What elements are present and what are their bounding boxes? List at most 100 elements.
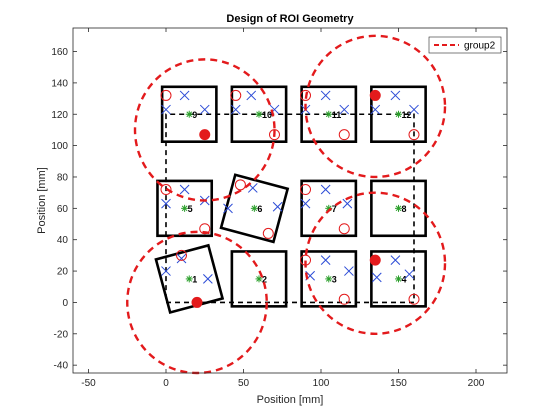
cross-stroke	[223, 203, 233, 214]
cross-marker	[404, 269, 415, 280]
roi-center-star	[185, 275, 193, 283]
roi-4: 4	[369, 250, 427, 308]
cross-stroke	[179, 184, 190, 195]
x-axis-label: Position [mm]	[257, 394, 324, 406]
y-tick-label: 60	[57, 204, 69, 215]
cross-marker	[371, 272, 382, 283]
roi-center-star	[395, 110, 402, 118]
star-stroke	[256, 276, 262, 282]
y-tick-label: 80	[57, 172, 69, 183]
cross-marker	[390, 255, 401, 265]
cross-marker	[342, 198, 353, 209]
hollow-circle-marker	[300, 89, 311, 101]
roi-box	[370, 250, 427, 308]
cross-stroke	[202, 274, 213, 284]
y-tick-label: 0	[62, 298, 68, 309]
cross-stroke	[320, 255, 331, 265]
y-tick-label: -40	[54, 361, 69, 372]
cross-marker	[161, 104, 171, 115]
x-tick-label: 0	[163, 378, 169, 389]
roi-center-star	[325, 275, 333, 283]
cross-stroke	[370, 104, 381, 115]
roi-box	[156, 179, 214, 238]
axes-background	[73, 28, 507, 373]
roi-label: 6	[257, 204, 262, 214]
cross-stroke	[409, 104, 419, 115]
cross-stroke	[246, 90, 257, 101]
roi-center-star	[395, 204, 402, 212]
cross-marker	[344, 266, 354, 276]
star-stroke	[395, 276, 402, 282]
cross-stroke	[199, 104, 210, 115]
roi-box	[230, 250, 288, 308]
ticks-layer: -50 0 50 100 150 200 -40 -20 0 20 40 60 80 100 120 140 1…	[51, 28, 507, 389]
filled-circle-marker	[369, 254, 381, 266]
group2-circle-3	[304, 34, 447, 179]
cross-stroke	[230, 104, 241, 115]
cross-stroke	[176, 253, 187, 264]
cross-marker	[409, 104, 419, 115]
cross-marker	[370, 104, 381, 115]
legend-box	[428, 36, 502, 54]
hollow-circle-marker	[408, 129, 420, 141]
roi-layer: 1 2 3 45 6 7 89 10 11 12	[154, 85, 427, 315]
cross-marker	[320, 255, 331, 265]
star-stroke	[325, 111, 332, 118]
roi-box	[300, 85, 358, 143]
roi-1: 1	[154, 243, 225, 315]
cross-marker	[179, 184, 190, 195]
roi-2: 2	[230, 250, 288, 308]
legend-entry-group2: group2	[464, 41, 496, 52]
cross-stroke	[390, 90, 401, 101]
roi-8: 8	[370, 179, 427, 238]
y-axis-label: Position [mm]	[36, 167, 48, 234]
y-tick-label: 140	[51, 78, 68, 89]
hollow-circle-marker	[269, 129, 280, 141]
hollow-circle-marker	[176, 249, 187, 261]
cross-marker	[161, 198, 171, 209]
hollow-circle-marker	[300, 184, 311, 196]
hollow-circle-marker	[338, 293, 350, 305]
cross-marker	[223, 203, 233, 214]
cross-stroke	[161, 198, 171, 209]
roi-5: 5	[156, 179, 214, 238]
group2-circle-4	[304, 191, 447, 335]
roi-label: 12	[402, 110, 412, 120]
cross-marker	[179, 90, 190, 101]
roi-box	[370, 85, 427, 143]
dashed-outline-layer	[165, 113, 415, 304]
roi-box	[219, 173, 290, 244]
star-stroke	[325, 205, 332, 212]
star-stroke	[186, 111, 193, 118]
hollow-circle-marker	[338, 223, 350, 235]
roi-center-star	[181, 204, 189, 212]
star-stroke	[251, 205, 258, 212]
roi-6: 6	[219, 173, 290, 244]
cross-stroke	[344, 266, 354, 276]
roi-box	[370, 179, 427, 238]
x-tick-label: -50	[81, 378, 96, 389]
group-circles-layer	[126, 34, 447, 375]
x-tick-label: 150	[390, 378, 407, 389]
filled-circle-marker	[191, 296, 203, 308]
roi-label: 8	[402, 204, 407, 214]
hollow-circle-marker	[160, 184, 172, 196]
hollow-circle-marker	[408, 293, 420, 305]
roi-box	[300, 250, 358, 308]
x-tick-label: 100	[313, 378, 330, 389]
hollow-circle-marker	[199, 223, 211, 235]
cross-marker	[161, 266, 171, 276]
y-tick-label: 40	[57, 235, 69, 246]
roi-center-star	[255, 275, 263, 283]
star-stroke	[395, 205, 402, 212]
hollow-circle-marker	[160, 89, 172, 101]
roi-label: 9	[192, 110, 197, 120]
cross-marker	[230, 104, 241, 115]
roi-box	[300, 179, 358, 238]
cross-marker	[176, 253, 187, 264]
chart-title: Design of ROI Geometry	[226, 13, 354, 25]
roi-label: 4	[402, 274, 407, 284]
star-stroke	[256, 111, 262, 118]
cross-marker	[272, 201, 283, 212]
